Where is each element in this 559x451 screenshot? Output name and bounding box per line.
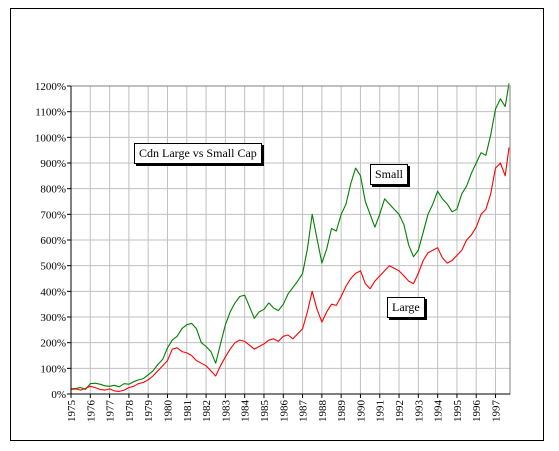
x-tick-label: 1994 — [433, 400, 445, 423]
grid — [70, 85, 510, 395]
series-line-small — [70, 83, 510, 390]
y-tick-label: 700% — [40, 209, 66, 221]
x-tick-label: 1992 — [394, 400, 406, 422]
x-tick-label: 1990 — [355, 400, 367, 423]
x-tick-label: 1986 — [278, 400, 290, 423]
y-tick-label: 1200% — [35, 81, 66, 93]
x-axis-ticks: 1975 1976 1977 1978 1979 1980 1981 1982 1983 1984… — [66, 400, 503, 423]
y-tick-label: 0% — [51, 389, 66, 401]
series-line-large — [70, 147, 510, 392]
axes — [67, 85, 511, 398]
y-tick-label: 200% — [40, 338, 66, 350]
y-tick-label: 900% — [40, 158, 66, 170]
x-tick-label: 1989 — [336, 400, 348, 423]
y-tick-label: 800% — [40, 184, 66, 196]
line-chart: 0% 100% 200% 300% 400% 500% 600% 700% 800% 900% 10… — [35, 81, 511, 423]
x-tick-label: 1980 — [162, 400, 174, 423]
y-tick-label: 400% — [40, 286, 66, 298]
y-tick-label: 300% — [40, 312, 66, 324]
y-tick-label: 1100% — [35, 107, 66, 119]
x-tick-label: 1984 — [240, 400, 252, 423]
y-tick-label: 500% — [40, 261, 66, 273]
x-tick-label: 1975 — [66, 400, 78, 423]
series-label-large: Large — [387, 297, 425, 318]
chart-frame: 0% 100% 200% 300% 400% 500% 600% 700% 800% 900% 10… — [10, 8, 544, 441]
x-tick-label: 1991 — [375, 400, 387, 422]
x-tick-label: 1983 — [220, 400, 232, 423]
x-tick-label: 1988 — [317, 400, 329, 423]
series-layer — [70, 83, 510, 392]
x-tick-label: 1987 — [298, 400, 310, 423]
x-tick-label: 1977 — [105, 400, 117, 423]
x-tick-label: 1978 — [124, 400, 136, 423]
x-tick-label: 1976 — [85, 400, 97, 423]
x-tick-label: 1996 — [471, 400, 483, 423]
x-tick-label: 1985 — [259, 400, 271, 423]
x-tick-label: 1995 — [452, 400, 464, 423]
y-tick-label: 100% — [40, 363, 66, 375]
x-tick-label: 1993 — [413, 400, 425, 423]
x-tick-label: 1982 — [201, 400, 213, 422]
y-axis-ticks: 0% 100% 200% 300% 400% 500% 600% 700% 800% 900% 10… — [35, 81, 66, 401]
x-tick-label: 1997 — [491, 400, 503, 423]
y-tick-label: 1000% — [35, 132, 66, 144]
chart-title: Cdn Large vs Small Cap — [134, 143, 262, 164]
y-tick-label: 600% — [40, 235, 66, 247]
series-label-small: Small — [370, 164, 409, 185]
x-tick-label: 1981 — [182, 400, 194, 422]
x-tick-label: 1979 — [143, 400, 155, 423]
